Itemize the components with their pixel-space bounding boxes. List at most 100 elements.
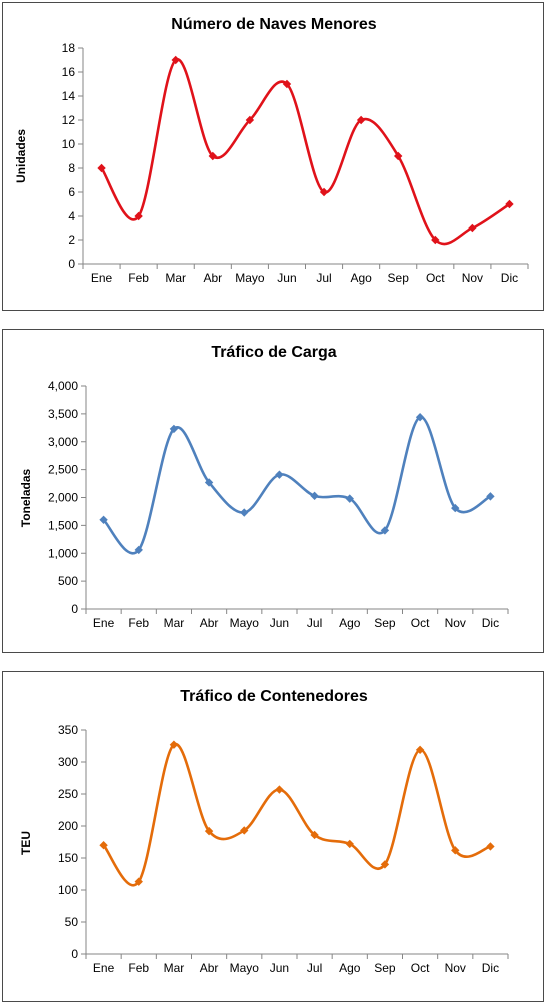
x-tick-label: Dic (482, 961, 499, 975)
data-point (97, 163, 106, 173)
x-tick-label: Abr (200, 616, 219, 630)
x-tick-label: Ene (91, 271, 113, 285)
data-point (240, 508, 249, 517)
x-tick-label: Mayo (230, 616, 260, 630)
x-tick-label: Ene (93, 616, 115, 630)
y-tick-label: 0 (71, 947, 78, 961)
x-tick-label: Mar (164, 961, 185, 975)
data-point (505, 199, 514, 209)
series-line (102, 743, 492, 887)
y-tick-label: 500 (58, 574, 78, 588)
y-tick-label: 50 (65, 915, 79, 929)
y-tick-label: 0 (68, 257, 75, 271)
x-tick-label: Nov (462, 271, 483, 285)
x-tick-label: Ago (339, 961, 361, 975)
series-line (100, 58, 511, 246)
y-tick-label: 14 (62, 89, 76, 103)
x-tick-label: Jun (277, 271, 296, 285)
y-axis-label: Toneladas (19, 468, 33, 527)
y-tick-label: 1,500 (48, 518, 78, 532)
data-point (171, 55, 180, 65)
chart-trafico-contenedores: Tráfico de Contenedores TEU 0 50 100 150 200 25… (19, 688, 509, 975)
y-tick-label: 8 (68, 161, 75, 175)
data-point (310, 491, 319, 501)
x-tick-label: Jun (270, 961, 289, 975)
data-point (431, 235, 440, 245)
y-axis-label: TEU (19, 831, 33, 855)
chart-title: Número de Naves Menores (171, 16, 377, 33)
data-point (415, 413, 425, 422)
data-point (134, 877, 143, 886)
x-tick-label: Dic (482, 616, 499, 630)
y-tick-label: 12 (62, 113, 76, 127)
data-point (204, 478, 214, 487)
y-tick-label: 0 (71, 602, 78, 616)
y-tick-label: 18 (62, 41, 76, 55)
x-tick-label: Ago (350, 271, 372, 285)
chart-panel-carga: Tráfico de Carga Toneladas 0 500 1,000 1,500 2… (2, 329, 544, 653)
y-axis-label: Unidades (14, 129, 28, 183)
y-tick-label: 3,500 (48, 407, 78, 421)
y-tick-label: 2 (68, 233, 75, 247)
x-tick-label: Feb (128, 961, 149, 975)
chart-naves-menores: Número de Naves Menores Unidades 0 2 4 6 8 10 12… (14, 16, 529, 285)
chart-title: Tráfico de Contenedores (180, 688, 368, 705)
x-tick-label: Mar (165, 271, 186, 285)
y-tick-label: 250 (58, 787, 78, 801)
data-point (394, 151, 403, 161)
data-point (134, 211, 143, 221)
x-tick-label: Abr (203, 271, 222, 285)
data-point (282, 79, 292, 89)
y-tick-label: 3,000 (48, 435, 78, 449)
y-tick-label: 200 (58, 819, 78, 833)
data-point (275, 785, 284, 794)
x-tick-label: Sep (388, 271, 410, 285)
chart-panel-naves: Número de Naves Menores Unidades 0 2 4 6 8 10 12… (2, 2, 544, 311)
data-point (468, 223, 477, 233)
data-point (486, 842, 495, 851)
data-point (208, 151, 217, 161)
y-tick-label: 300 (58, 755, 78, 769)
chart-panel-contenedores: Tráfico de Contenedores TEU 0 50 100 150 200 25… (2, 671, 544, 1002)
series-line (102, 415, 492, 555)
data-point (204, 826, 214, 836)
x-tick-label: Ene (93, 961, 115, 975)
x-tick-label: Mayo (235, 271, 265, 285)
x-tick-label: Abr (200, 961, 219, 975)
x-tick-label: Oct (411, 961, 430, 975)
data-point (486, 492, 495, 501)
y-tick-label: 2,500 (48, 463, 78, 477)
y-tick-label: 4 (68, 209, 75, 223)
y-tick-label: 1,000 (48, 546, 78, 560)
x-tick-label: Dic (501, 271, 518, 285)
y-tick-label: 10 (62, 137, 76, 151)
data-point (345, 494, 354, 503)
chart-trafico-carga: Tráfico de Carga Toneladas 0 500 1,000 1,500 2… (19, 344, 509, 630)
x-tick-label: Jun (270, 616, 289, 630)
y-tick-label: 6 (68, 185, 75, 199)
y-tick-label: 4,000 (48, 379, 78, 393)
y-tick-label: 350 (58, 723, 78, 737)
x-tick-label: Nov (445, 961, 466, 975)
y-tick-label: 150 (58, 851, 78, 865)
y-tick-label: 100 (58, 883, 78, 897)
x-tick-label: Feb (128, 616, 149, 630)
y-tick-label: 2,000 (48, 491, 78, 505)
data-point (319, 187, 329, 197)
x-tick-label: Mar (164, 616, 185, 630)
x-tick-label: Jul (307, 616, 322, 630)
x-tick-label: Feb (128, 271, 149, 285)
x-tick-label: Ago (339, 616, 361, 630)
x-tick-label: Mayo (230, 961, 260, 975)
data-point (275, 470, 284, 479)
data-point (169, 424, 179, 434)
x-tick-label: Oct (411, 616, 430, 630)
data-point (240, 826, 249, 835)
x-tick-label: Jul (316, 271, 331, 285)
data-point (245, 115, 255, 125)
x-tick-label: Oct (426, 271, 445, 285)
x-tick-label: Jul (307, 961, 322, 975)
x-tick-label: Nov (445, 616, 466, 630)
x-tick-label: Sep (374, 616, 396, 630)
y-tick-label: 16 (62, 65, 76, 79)
